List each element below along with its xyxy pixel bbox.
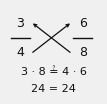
Text: 3: 3 bbox=[16, 17, 24, 30]
Text: 3 · 8 ≟ 4 · 6: 3 · 8 ≟ 4 · 6 bbox=[21, 67, 86, 77]
Text: 24 = 24: 24 = 24 bbox=[31, 84, 76, 94]
Text: 4: 4 bbox=[16, 46, 24, 58]
Text: 8: 8 bbox=[79, 46, 87, 58]
Text: 6: 6 bbox=[79, 17, 87, 30]
